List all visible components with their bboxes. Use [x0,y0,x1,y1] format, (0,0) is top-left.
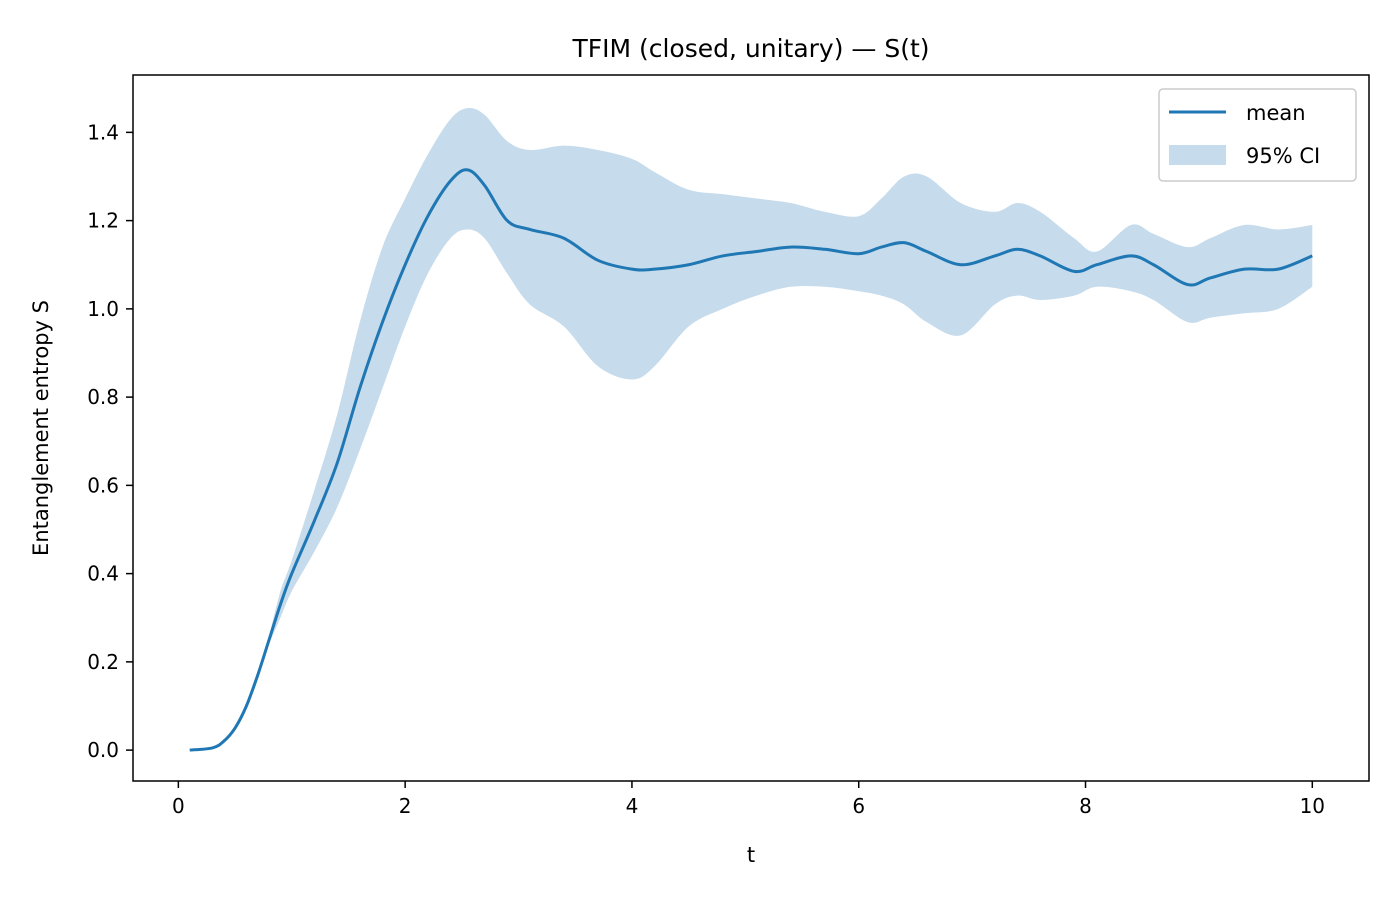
y-tick-label: 1.2 [87,209,119,233]
x-tick-label: 6 [852,794,865,818]
y-tick-label: 1.0 [87,297,119,321]
legend: mean 95% CI [1158,88,1357,182]
ci-band [189,107,1313,751]
y-tick-label: 0.8 [87,385,119,409]
y-tick-label: 0.6 [87,473,119,497]
y-tick-label: 1.4 [87,120,119,144]
x-tick-label: 4 [626,794,639,818]
y-axis-title: Entanglement entropy S [29,300,53,556]
x-axis-title: t [747,843,755,867]
plot-frame [132,74,1370,782]
y-tick-label: 0.0 [87,738,119,762]
x-tick-label: 8 [1079,794,1092,818]
x-tick-label: 2 [399,794,412,818]
legend-ci-swatch [1169,145,1226,165]
ci-layer [189,107,1313,751]
chart-title: TFIM (closed, unitary) — S(t) [571,34,929,63]
legend-ci-label: 95% CI [1246,144,1320,168]
legend-mean-label: mean [1246,101,1306,125]
y-tick-label: 0.4 [87,562,119,586]
x-tick-label: 0 [172,794,185,818]
line-layer [189,168,1313,752]
y-tick-label: 0.2 [87,650,119,674]
x-tick-label: 10 [1300,794,1325,818]
tick-layer: 0 2 4 6 8 10 0.0 0.2 0.4 0.6 0.8 1.0 1.2 1.4 [87,120,1325,818]
mean-line [189,168,1313,752]
